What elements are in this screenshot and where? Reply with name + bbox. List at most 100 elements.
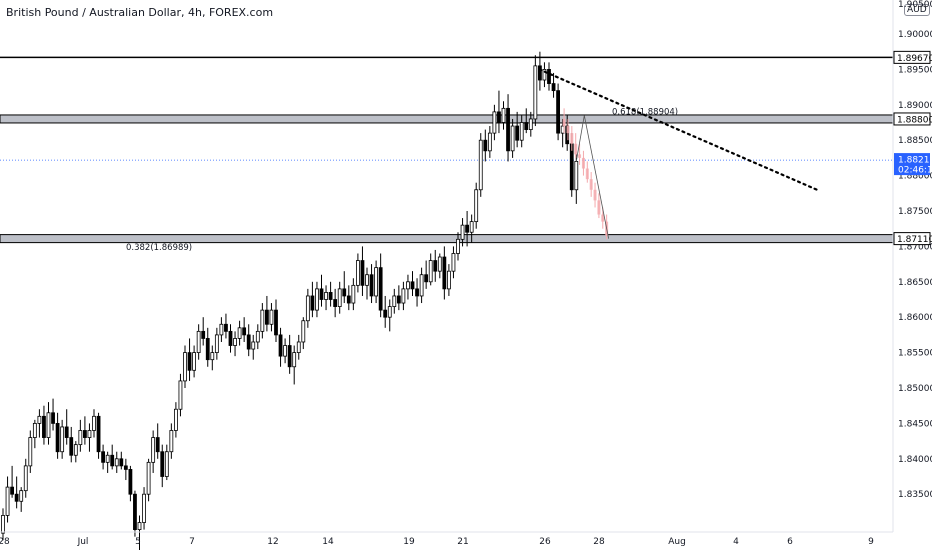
candle <box>355 260 360 286</box>
time-tick-label: 28 <box>593 537 605 547</box>
candle <box>110 454 115 467</box>
candle <box>251 341 256 350</box>
projection-candle <box>589 179 593 190</box>
candle <box>337 288 342 307</box>
candle <box>533 65 538 120</box>
level-price-tag <box>893 112 931 126</box>
candle <box>142 493 146 523</box>
price-tick-label: 1.90500 <box>898 0 932 10</box>
candle <box>383 309 388 318</box>
price-tick-label: 1.84500 <box>898 419 932 429</box>
projection-candle <box>597 200 601 215</box>
candle <box>274 309 278 336</box>
time-tick-label: 9 <box>868 537 874 547</box>
trend-lines-layer <box>538 68 819 239</box>
candle <box>446 270 451 290</box>
candle <box>428 260 433 283</box>
level-band <box>0 234 894 244</box>
candle <box>524 122 529 130</box>
candle <box>506 107 510 152</box>
price-tick-label: 1.89500 <box>898 65 932 75</box>
price-tick-label: 1.85500 <box>898 349 932 359</box>
candle <box>23 465 28 492</box>
candle <box>556 90 560 134</box>
projection-layer <box>562 108 609 240</box>
price-tick-label: 1.83500 <box>898 490 932 500</box>
candles-layer <box>1 51 579 550</box>
candle <box>483 139 488 152</box>
candle <box>28 437 33 467</box>
candle <box>228 330 233 346</box>
candle <box>123 465 128 470</box>
candle <box>410 281 415 290</box>
candle <box>547 69 551 84</box>
candle <box>365 274 369 286</box>
candle <box>210 352 215 361</box>
projection-path <box>575 115 610 239</box>
candle <box>324 292 328 300</box>
time-tick-label: 14 <box>322 537 334 547</box>
candle <box>60 426 65 453</box>
candle <box>396 295 401 304</box>
current-price-tag <box>894 153 930 176</box>
candle <box>173 408 178 431</box>
price-tick-label: 1.84000 <box>898 455 932 465</box>
candle <box>478 139 483 191</box>
candle <box>574 161 579 191</box>
candle <box>255 330 260 343</box>
candle <box>1 515 5 534</box>
candle <box>542 69 547 81</box>
projection-candle <box>585 168 589 180</box>
candle <box>242 327 247 336</box>
candle <box>5 486 10 516</box>
candle <box>319 288 324 300</box>
price-tick-label: 1.85000 <box>898 384 932 394</box>
candle <box>187 352 192 371</box>
time-tick-label: 21 <box>457 537 468 547</box>
price-tick-label: 1.88500 <box>898 136 932 146</box>
candle <box>456 238 460 254</box>
candle <box>342 288 347 297</box>
currency-badge[interactable]: AUD <box>904 4 930 16</box>
price-axis[interactable]: 1.83500 1.84000 1.84500 1.85000 1.85500 1.860… <box>898 0 932 500</box>
price-tick-label: 1.89000 <box>898 101 932 111</box>
fib-label: 0.382(1.86989) <box>126 243 192 253</box>
candle <box>78 430 83 446</box>
chart-title: British Pound / Australian Dollar, 4h, F… <box>6 6 274 19</box>
candle <box>301 320 306 343</box>
projection-candle <box>562 118 566 127</box>
time-tick-label: 26 <box>539 537 551 547</box>
price-tick-label: 1.86000 <box>898 313 932 323</box>
candle <box>10 486 15 495</box>
candle <box>328 292 333 300</box>
time-tick-label: 7 <box>189 537 195 547</box>
candle <box>469 221 474 233</box>
candle <box>465 224 470 233</box>
candle <box>201 330 206 339</box>
candle <box>497 111 501 123</box>
candle <box>119 458 124 467</box>
level-band <box>0 114 894 124</box>
candle <box>69 437 74 456</box>
candle <box>233 338 237 346</box>
candle <box>224 323 228 332</box>
candle <box>146 461 151 495</box>
candle <box>101 451 105 463</box>
candle <box>264 309 269 325</box>
candle <box>64 426 69 438</box>
projection-candle <box>581 157 585 169</box>
candle <box>278 334 283 357</box>
candle <box>433 260 438 272</box>
candle <box>14 493 19 502</box>
candle <box>32 422 37 438</box>
candle <box>283 345 288 357</box>
candle <box>401 288 406 304</box>
candle <box>160 451 165 477</box>
level-price-tag <box>893 232 931 246</box>
time-axis[interactable]: 28 Jul 5 7 12 14 19 21 26 28 Aug 4 6 9 <box>0 537 874 547</box>
candle <box>87 430 92 438</box>
candle <box>424 274 429 283</box>
candle <box>487 132 492 152</box>
